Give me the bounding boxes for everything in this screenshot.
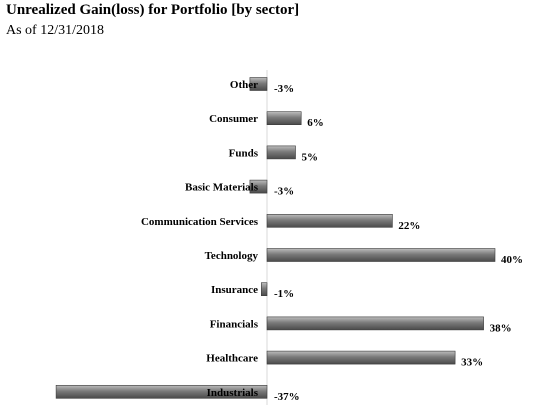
value-label-funds: 5% — [302, 151, 319, 163]
bar-financials — [266, 316, 484, 331]
bar-other — [249, 77, 268, 91]
value-label-insurance: -1% — [274, 288, 294, 300]
category-label-other: Other — [230, 79, 258, 91]
value-label-industrials: -37% — [274, 391, 300, 403]
value-label-healthcare: 33% — [461, 357, 483, 369]
category-label-technology: Technology — [205, 250, 259, 262]
value-label-basic-materials: -3% — [274, 186, 294, 198]
category-label-basic-materials: Basic Materials — [185, 182, 259, 194]
category-label-financials: Financials — [210, 318, 259, 330]
value-label-communication-services: 22% — [398, 220, 420, 232]
category-label-consumer: Consumer — [209, 113, 258, 125]
bar-communication-services — [266, 214, 393, 228]
category-label-insurance: Insurance — [211, 284, 258, 296]
category-label-healthcare: Healthcare — [206, 353, 258, 365]
bar-insurance — [260, 282, 268, 297]
bar-funds — [266, 145, 296, 160]
bar-consumer — [266, 111, 302, 125]
bar-healthcare — [266, 350, 456, 365]
category-label-communication-services: Communication Services — [141, 216, 259, 228]
value-label-financials: 38% — [490, 322, 512, 334]
value-label-consumer: 6% — [307, 117, 324, 129]
chart-subtitle: As of 12/31/2018 — [6, 23, 104, 38]
value-label-other: -3% — [274, 83, 294, 95]
chart-title: Unrealized Gain(loss) for Portfolio [by … — [6, 2, 300, 18]
category-label-funds: Funds — [229, 147, 259, 159]
bar-technology — [266, 248, 496, 262]
value-label-technology: 40% — [501, 254, 523, 266]
category-label-industrials: Industrials — [207, 387, 259, 399]
bar-basic-materials — [249, 179, 268, 194]
bar-industrials — [55, 384, 268, 399]
